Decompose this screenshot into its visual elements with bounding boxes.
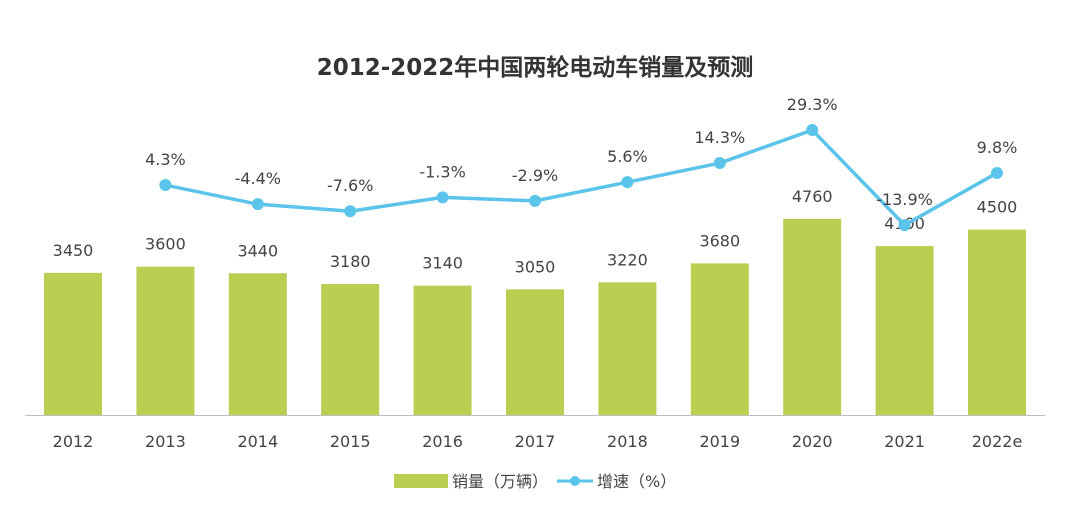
bar [44,272,102,415]
bar-series: 3450360034403180314030503220368047604100… [44,187,1026,415]
legend-label-line: 增速（%） [597,472,676,491]
line-point [806,124,819,137]
line-data-label: 29.3% [787,95,838,114]
line-data-label: 14.3% [694,128,745,147]
bar [968,229,1026,415]
line-data-label: 4.3% [145,150,186,169]
bar [136,266,195,415]
line-series: 4.3% -4.4% -7.6% -1.3% -2.9% 5.6% 14.3% 29.3% -1… [145,95,1018,232]
line-point [344,205,357,218]
line-data-label: 5.6% [607,147,648,166]
legend-swatch-bar [394,474,448,488]
x-tick-label: 2017 [515,432,556,451]
line-data-label: -7.6% [327,176,373,195]
line-point [898,219,911,232]
growth-line [165,128,998,227]
x-tick-label: 2020 [792,432,833,451]
bar [321,283,380,415]
line-data-label: -2.9% [512,166,558,185]
bar [506,289,564,415]
x-tick-label: 2021 [884,432,925,451]
x-axis-ticks: 2012 2013 2014 2015 2016 2017 2018 2019 2020 2021… [53,432,1023,451]
bar-data-label: 3440 [237,241,278,260]
x-tick-label: 2013 [145,432,186,451]
bar [598,282,657,415]
line-data-label: -4.4% [235,169,281,188]
bar-data-label: 3680 [699,231,740,250]
line-data-label: -1.3% [419,162,465,181]
bar [228,273,287,415]
bar [875,246,934,415]
legend: 销量（万辆） 增速（%） [394,472,676,491]
line-point [436,191,449,204]
chart-title: 2012-2022年中国两轮电动车销量及预测 [317,54,754,81]
line-point [713,157,726,170]
bar-data-label: 4500 [977,198,1018,217]
line-point [621,176,634,189]
line-data-label: -13.9% [876,190,933,209]
bar [690,263,749,415]
bar [413,285,472,415]
line-point [991,166,1003,179]
line-point [529,194,541,207]
x-tick-label: 2012 [53,432,94,451]
x-tick-label: 2019 [699,432,740,451]
x-tick-label: 2016 [422,432,463,451]
bar-data-label: 3050 [515,257,556,276]
x-tick-label: 2018 [607,432,648,451]
bar-data-label: 3180 [330,252,371,271]
line-point [251,198,264,211]
bar [783,218,842,415]
legend-label-bar: 销量（万辆） [452,472,548,491]
bar-data-label: 3600 [145,235,186,254]
bar-data-label: 3140 [422,254,463,273]
x-tick-label: 2014 [237,432,278,451]
bar-data-label: 3220 [607,250,648,269]
bar-data-label: 4760 [792,187,833,206]
line-data-label: 9.8% [977,138,1018,157]
x-tick-label: 2015 [330,432,371,451]
bar-data-label: 3450 [53,241,94,260]
line-point [159,179,172,192]
x-tick-label: 2022e [972,432,1023,451]
legend-marker-line [570,476,580,486]
